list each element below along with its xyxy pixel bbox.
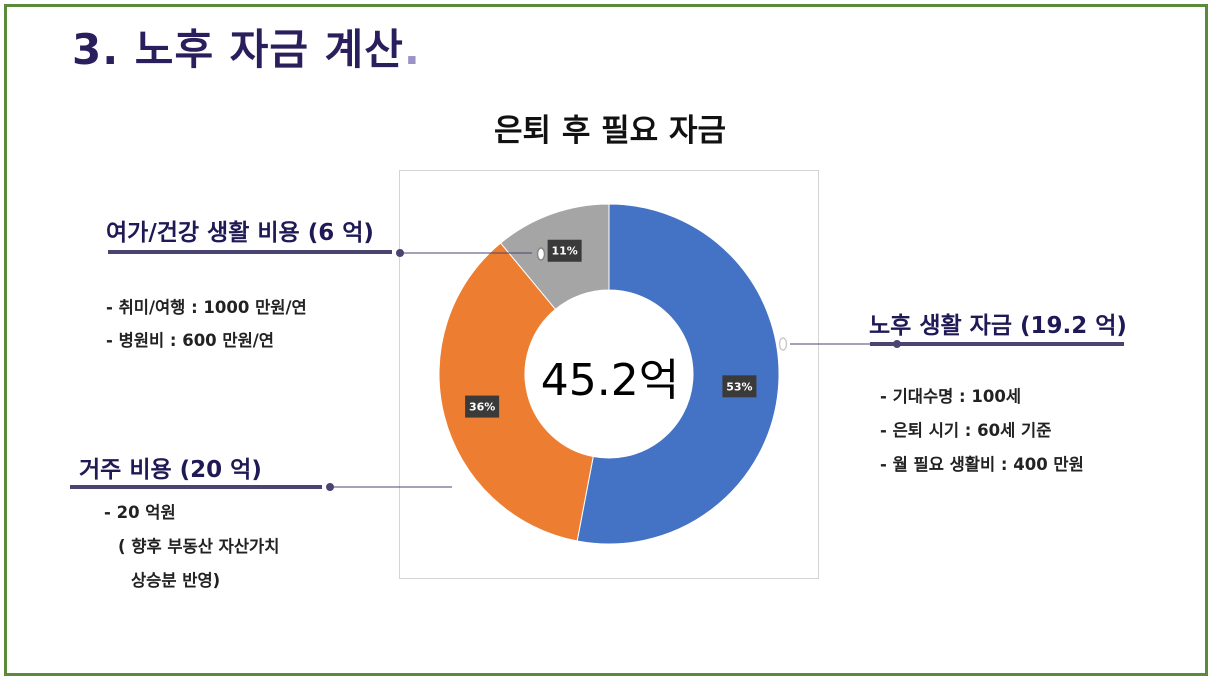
living-anchor [778,337,788,351]
slice-label-bg-2 [547,239,582,262]
housing-item-amount: - 20 억원 [104,503,176,522]
slide-frame [4,4,1208,676]
chart-area [399,170,819,579]
slice-label-bg-1 [465,395,500,418]
housing-leader-dot [326,483,334,491]
living-item-monthly-cost: - 월 필요 생활비 : 400 만원 [880,455,1084,474]
slice-label-bg-0 [722,375,757,398]
living-item-life-expectancy: - 기대수명 : 100세 [880,387,1022,406]
slice-label-1: 36% [465,395,500,418]
living-leader-dot [893,340,901,348]
slice-label-2: 11% [547,239,582,262]
chart-title: 은퇴 후 필요 자금 [493,113,727,149]
leisure-anchor [536,247,546,261]
slice-label-text-0: 53% [726,380,752,393]
slice-label-text-2: 11% [551,245,577,258]
title-dot: . [403,25,421,74]
housing-heading: 거주 비용 (20 억) [79,457,262,483]
donut-slice-1 [438,242,594,542]
slice-label-text-1: 36% [469,401,495,414]
living-heading: 노후 생활 자금 (19.2 억) [869,313,1127,339]
slice-label-0: 53% [722,375,757,398]
center-total-label: 45.2억 [540,355,680,406]
leisure-heading: 여가/건강 생활 비용 (6 억) [106,220,374,246]
leisure-item-hobby: - 취미/여행 : 1000 만원/연 [106,298,307,317]
slice-labels: 53% 36% 11% [465,239,757,418]
leisure-leader-dot [396,249,404,257]
donut-slices [438,203,780,545]
housing-item-note: ( 향후 부동산 자산가치 [118,537,280,556]
living-item-retirement-age: - 은퇴 시기 : 60세 기준 [880,421,1052,440]
housing-item-note-cont: 상승분 반영) [131,571,221,590]
leisure-item-hospital: - 병원비 : 600 만원/연 [106,331,274,350]
page-title: 3. 노후 자금 계산. [72,25,421,74]
donut-slice-0 [576,203,780,545]
leader-lines [70,247,1124,491]
